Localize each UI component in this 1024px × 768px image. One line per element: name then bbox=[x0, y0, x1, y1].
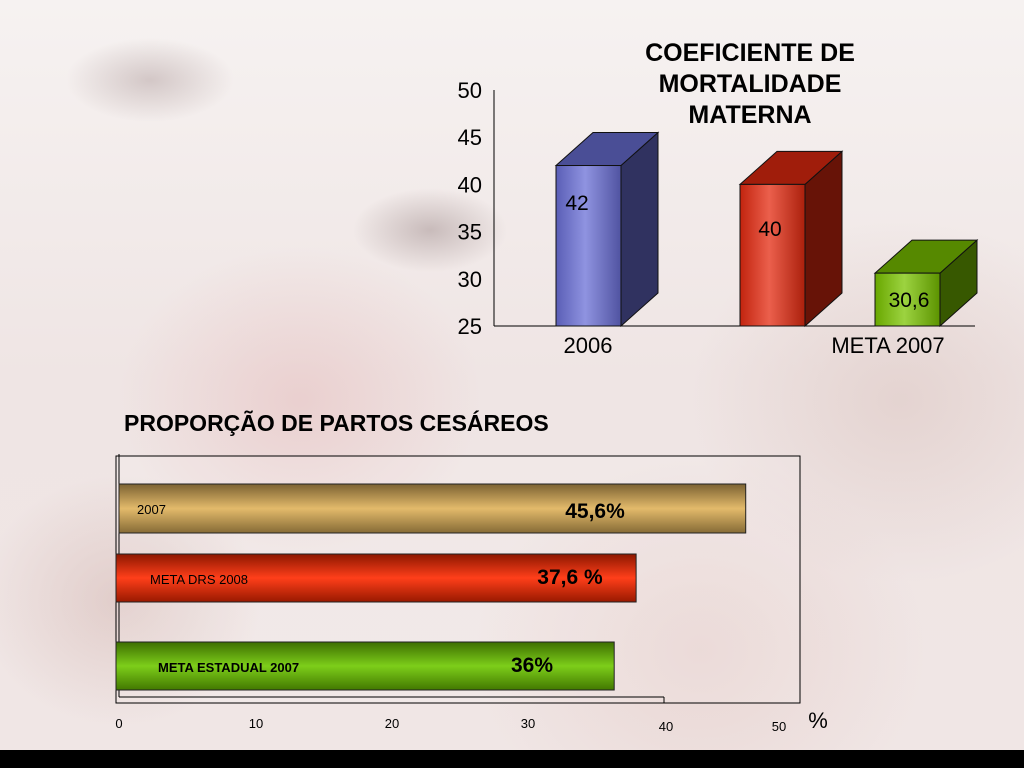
x-tick-label: 20 bbox=[385, 716, 399, 731]
data-label: 40 bbox=[758, 218, 781, 241]
x-tick-label: 30 bbox=[521, 716, 535, 731]
x-axis-unit-label: % bbox=[808, 708, 828, 733]
x-category-label: 2006 bbox=[564, 333, 613, 358]
bottom-bar bbox=[0, 750, 1024, 768]
bar bbox=[874, 272, 941, 327]
background-photo bbox=[0, 0, 1024, 750]
y-tick-label: 30 bbox=[458, 267, 482, 292]
chart-title-mortality: COEFICIENTE DE MORTALIDADE MATERNA bbox=[645, 39, 855, 129]
bar bbox=[739, 183, 806, 327]
category-label: META DRS 2008 bbox=[150, 572, 248, 587]
chart-title-cesarean: PROPORÇÃO DE PARTOS CESÁREOS bbox=[124, 410, 549, 436]
y-tick-label: 40 bbox=[458, 172, 482, 197]
x-tick-label: 10 bbox=[249, 716, 263, 731]
data-label: 45,6% bbox=[565, 500, 625, 523]
x-tick-label: 0 bbox=[115, 716, 122, 731]
data-label: 42 bbox=[565, 192, 588, 215]
data-label: 37,6 % bbox=[537, 566, 603, 589]
bar bbox=[115, 641, 615, 691]
bar bbox=[115, 553, 637, 603]
category-label: 2007 bbox=[137, 502, 166, 517]
y-tick-label: 45 bbox=[458, 125, 482, 150]
bar bbox=[118, 483, 747, 534]
x-tick-label: 40 bbox=[659, 719, 673, 734]
y-tick-label: 50 bbox=[458, 78, 482, 103]
y-tick-label: 25 bbox=[458, 314, 482, 339]
category-label: META ESTADUAL 2007 bbox=[158, 660, 299, 675]
x-category-label: META 2007 bbox=[831, 333, 944, 358]
x-tick-label: 50 bbox=[772, 719, 786, 734]
data-label: 36% bbox=[511, 654, 553, 677]
bar bbox=[555, 165, 622, 327]
data-label: 30,6 bbox=[889, 289, 930, 312]
y-tick-label: 35 bbox=[458, 220, 482, 245]
